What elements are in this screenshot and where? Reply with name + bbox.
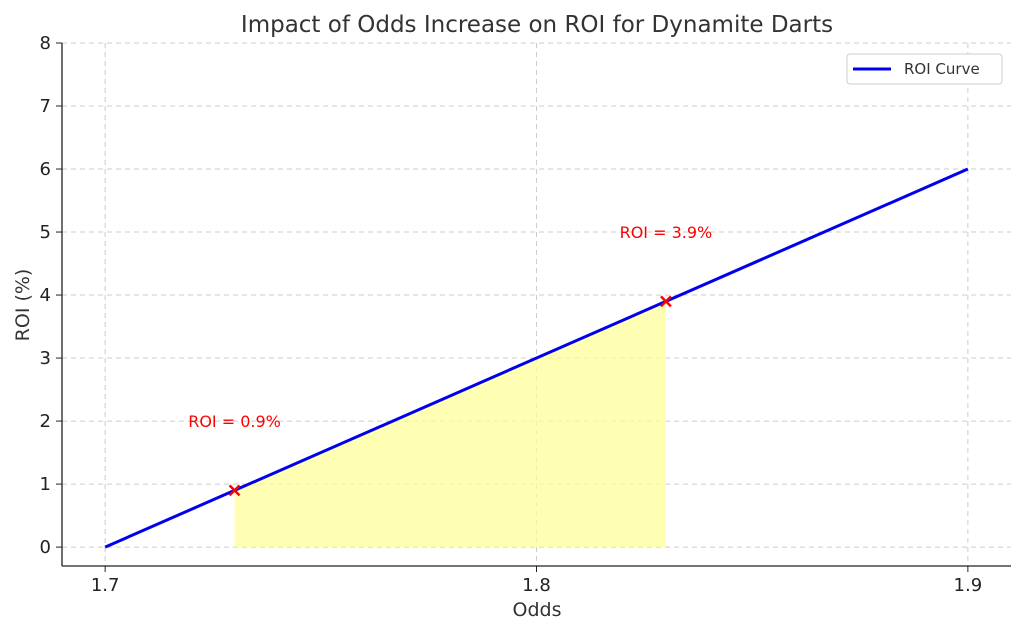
legend-box	[846, 53, 1003, 85]
y-tick-label: 6	[40, 159, 51, 180]
y-tick-label: 5	[40, 222, 51, 243]
series-layer	[104, 167, 969, 549]
marker-stroke	[228, 484, 241, 497]
annotation-layer: ROI = 0.9% ROI = 3.9%	[188, 223, 712, 431]
roi-marker	[228, 484, 241, 497]
y-tick-label: 8	[40, 33, 51, 54]
roi-annotation: ROI = 3.9%	[620, 223, 713, 242]
tick-labels: 1.7 1.8 1.9 0 1 2 3 4 5 6 7 8	[40, 33, 983, 596]
legend: ROI Curve	[846, 53, 1003, 85]
roi-marker	[660, 295, 672, 308]
y-tick-label: 3	[40, 348, 51, 369]
y-tick-label: 1	[40, 474, 51, 495]
y-tick-label: 7	[40, 96, 51, 117]
y-tick-label: 2	[40, 411, 51, 432]
marker-layer	[228, 295, 672, 497]
x-axis-label: Odds	[513, 599, 562, 621]
roi-curve-line	[104, 167, 969, 549]
x-tick-label: 1.7	[91, 575, 120, 596]
shaded-region	[234, 301, 666, 548]
marker-stroke	[660, 295, 672, 308]
x-tick-label: 1.9	[954, 575, 983, 596]
roi-annotation: ROI = 0.9%	[188, 412, 281, 431]
legend-label: ROI Curve	[904, 60, 980, 78]
y-tick-label: 4	[40, 285, 51, 306]
y-tick-label: 0	[40, 537, 51, 558]
chart-title: Impact of Odds Increase on ROI for Dynam…	[241, 12, 833, 38]
shaded-region-layer	[234, 301, 666, 548]
y-axis-label: ROI (%)	[12, 269, 34, 342]
x-tick-label: 1.8	[522, 575, 551, 596]
